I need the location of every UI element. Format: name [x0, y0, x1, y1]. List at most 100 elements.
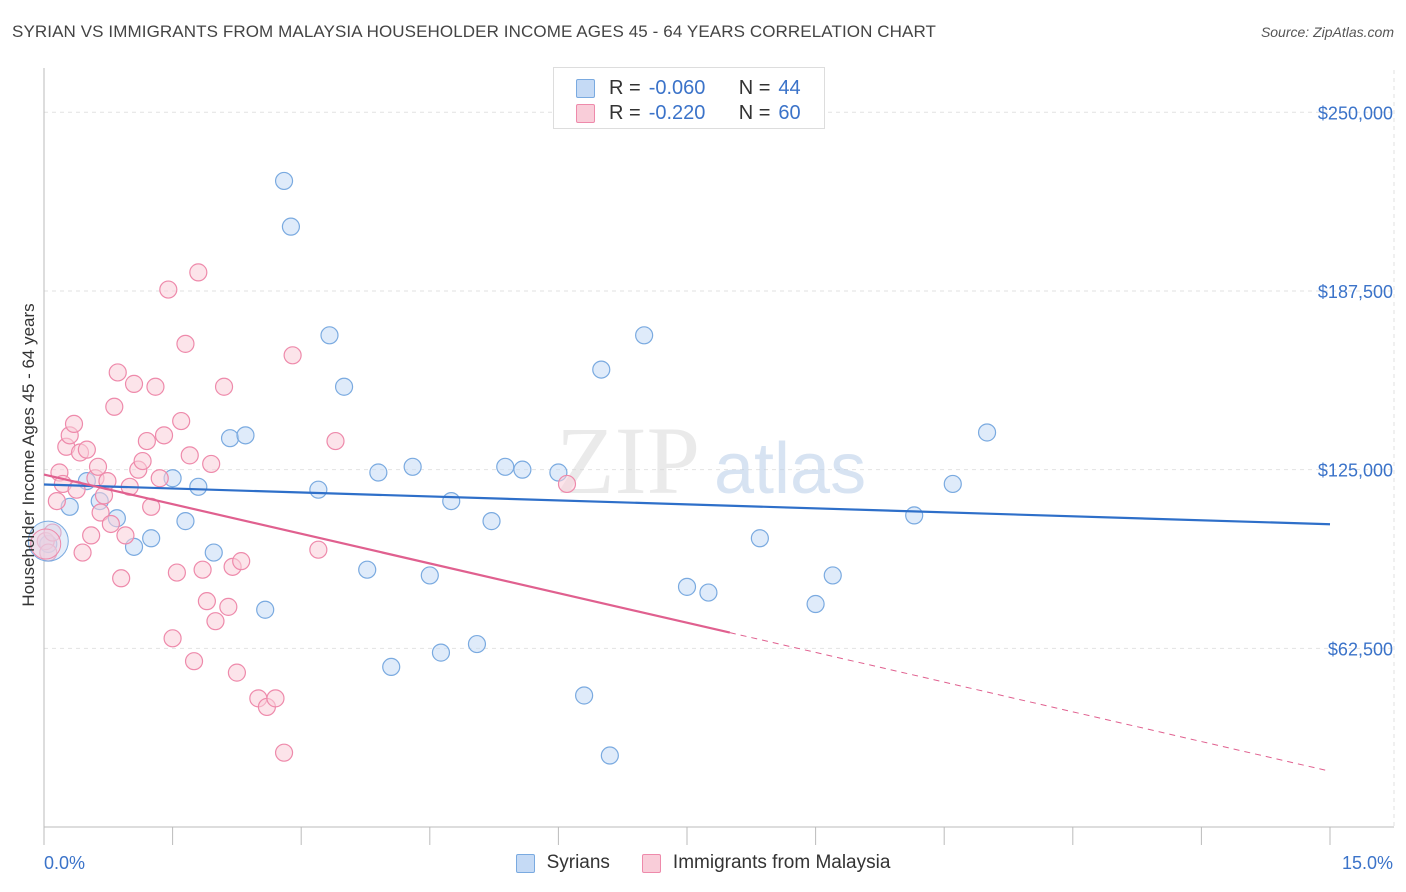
syrians-point: [496, 457, 515, 476]
malaysia-point: [184, 652, 204, 671]
axis-labels: $62,500 $125,000 $187,500 $250,000 0.0% 15.0%…: [19, 103, 1393, 873]
malaysia-point: [197, 592, 216, 611]
r-value: -0.060: [648, 76, 706, 99]
malaysia-point: [176, 334, 195, 353]
syrians-point: [204, 543, 223, 562]
watermark-zip: ZIP: [556, 407, 700, 514]
syrians-swatch: [576, 78, 595, 98]
r-label: R =: [609, 101, 641, 124]
malaysia-point: [326, 431, 345, 451]
syrians-trend-line: [43, 483, 1331, 526]
syrians-point: [806, 594, 825, 614]
syrians-point: [513, 460, 532, 479]
malaysia-trend-extension: [729, 632, 1331, 772]
y-tick-label: $187,500: [1318, 282, 1393, 302]
malaysia-point: [167, 563, 186, 582]
syrians-point: [431, 643, 451, 662]
syrians-point: [592, 360, 611, 379]
y-tick-label: $62,500: [1328, 639, 1393, 659]
syrians-point: [442, 491, 461, 511]
x-tick-label: 15.0%: [1342, 853, 1393, 873]
syrians-point: [943, 474, 962, 494]
trend-lines: [43, 473, 1331, 772]
n-value: 44: [778, 76, 801, 99]
malaysia-point: [47, 491, 66, 511]
syrians-point: [575, 686, 594, 705]
syrians-point: [905, 506, 924, 525]
syrians-point: [309, 480, 328, 499]
syrians-point: [467, 634, 487, 654]
r-label: R =: [609, 76, 641, 99]
stats-legend: R = -0.060 N = 44 R = -0.220 N = 60: [553, 67, 825, 129]
syrians-point: [320, 326, 339, 345]
malaysia-point: [202, 454, 221, 474]
syrians-point: [220, 429, 240, 448]
malaysia-point: [101, 514, 120, 534]
malaysia-point: [180, 446, 199, 465]
syrians-point: [677, 577, 697, 596]
malaysia-point: [112, 569, 131, 588]
n-label: N =: [738, 76, 771, 99]
n-label: N =: [738, 101, 771, 124]
syrians-point: [600, 746, 619, 765]
syrians-point: [823, 566, 842, 585]
malaysia-point: [193, 560, 212, 579]
malaysia-point: [283, 346, 302, 365]
malaysia-point: [116, 526, 135, 545]
malaysia-point: [154, 426, 174, 445]
malaysia-point: [206, 612, 225, 631]
watermark: ZIP atlas: [556, 407, 866, 514]
syrians-point: [236, 426, 255, 445]
r-value: -0.220: [648, 101, 706, 124]
syrians-legend-swatch: [515, 853, 535, 873]
malaysia-point: [137, 431, 156, 451]
syrians-point: [176, 512, 195, 531]
malaysia-point: [108, 363, 127, 382]
syrians-point: [281, 217, 301, 236]
malaysia-point: [189, 263, 208, 282]
legend-item-syrians[interactable]: Syrians: [515, 852, 610, 874]
chart-title: SYRIAN VS IMMIGRANTS FROM MALAYSIA HOUSE…: [12, 22, 937, 41]
n-value: 60: [778, 101, 801, 124]
malaysia-point: [159, 280, 178, 299]
legend-item-malaysia[interactable]: Immigrants from Malaysia: [641, 852, 891, 874]
series-legend: Syrians Immigrants from Malaysia: [0, 852, 1406, 874]
y-tick-label: $250,000: [1318, 103, 1393, 123]
malaysia-point: [274, 743, 294, 762]
syrians-point: [750, 529, 769, 548]
malaysia-point: [133, 451, 152, 471]
axes: [43, 68, 1394, 845]
malaysia-point: [105, 397, 124, 416]
syrians-point: [274, 171, 294, 191]
syrians-point: [420, 566, 439, 585]
x-tick-label: 0.0%: [44, 853, 85, 873]
syrians-point: [189, 477, 208, 496]
syrians-point: [256, 600, 275, 619]
malaysia-point: [219, 597, 238, 616]
malaysia-trend-line: [43, 473, 731, 634]
source-label: Source: ZipAtlas.com: [1260, 24, 1394, 40]
legend-label-malaysia: Immigrants from Malaysia: [672, 852, 891, 873]
malaysia-point: [64, 414, 84, 434]
malaysia-point: [309, 540, 328, 559]
syrians-point: [142, 529, 161, 548]
malaysia-point: [88, 457, 108, 476]
syrians-point: [369, 463, 388, 482]
syrians-point: [699, 583, 718, 602]
syrians-point: [977, 423, 997, 442]
syrians-point: [358, 560, 377, 579]
malaysia-point: [73, 543, 92, 562]
malaysia-point: [227, 663, 246, 682]
syrians-point: [334, 377, 354, 396]
malaysia-point: [214, 377, 234, 396]
legend-label-syrians: Syrians: [546, 852, 610, 873]
malaysia-point: [163, 629, 182, 648]
malaysia-legend-swatch: [641, 853, 661, 873]
syrians-point: [382, 657, 401, 677]
malaysia-point: [150, 469, 169, 488]
stats-legend-row-syrians: R = -0.060 N = 44: [576, 76, 801, 100]
watermark-atlas: atlas: [714, 429, 866, 509]
malaysia-point: [77, 440, 96, 459]
syrians-point: [482, 512, 501, 531]
